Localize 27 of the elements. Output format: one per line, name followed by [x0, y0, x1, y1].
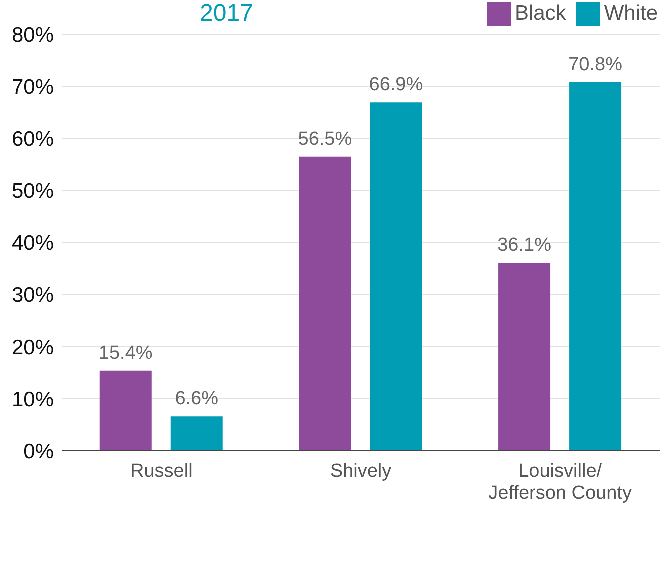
- data-label: 70.8%: [568, 54, 623, 76]
- data-label: 36.1%: [498, 235, 552, 256]
- y-tick-label: 50%: [12, 180, 54, 204]
- bar: [100, 370, 152, 451]
- bar: [570, 82, 622, 451]
- y-tick-label: 20%: [12, 336, 54, 360]
- y-tick-label: 40%: [12, 232, 54, 256]
- data-label: 15.4%: [98, 342, 153, 364]
- y-tick-label: 60%: [12, 128, 54, 152]
- y-tick-label: 70%: [12, 76, 54, 99]
- x-tick-label: Russell: [130, 461, 193, 482]
- bar: [498, 263, 551, 451]
- data-label: 56.5%: [298, 128, 352, 150]
- bar: [370, 102, 422, 451]
- y-tick-label: 10%: [12, 388, 54, 412]
- legend-label: Black: [514, 2, 566, 25]
- x-tick-label: Shively: [330, 461, 392, 482]
- bar: [299, 156, 352, 451]
- legend-label: White: [604, 2, 658, 25]
- x-tick-label: Louisville/ Jefferson County: [488, 461, 632, 504]
- data-label: 66.9%: [369, 74, 424, 96]
- y-tick-label: 80%: [12, 24, 54, 47]
- chart-title: 2017: [200, 0, 254, 28]
- y-tick-label: 0%: [24, 440, 54, 464]
- data-label: 6.6%: [175, 388, 219, 410]
- bar: [170, 416, 223, 451]
- y-tick-label: 30%: [12, 284, 54, 308]
